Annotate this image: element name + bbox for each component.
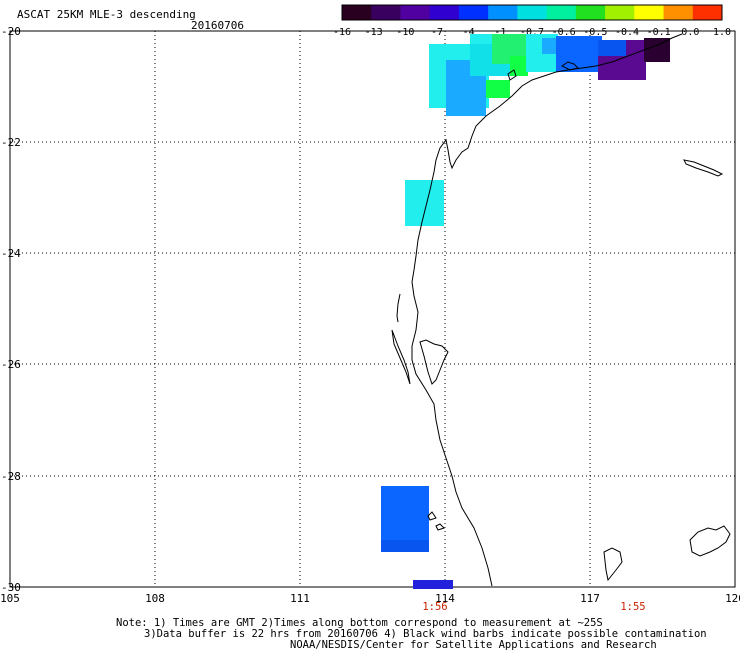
colorbar-label: -0.1 <box>647 27 671 38</box>
lon-label: 111 <box>290 592 310 605</box>
colorbar-swatch <box>458 5 489 20</box>
product-title: ASCAT 25KM MLE-3 descending <box>17 8 196 21</box>
pass-time-label: 1:56 <box>422 601 447 613</box>
lat-label: -22 <box>1 136 21 149</box>
swath-cell <box>626 40 644 60</box>
colorbar-label: 0.0 <box>681 27 699 38</box>
coastline <box>391 33 731 587</box>
colorbar-swatch <box>634 5 665 20</box>
colorbar-label: 1.0 <box>713 27 731 38</box>
colorbar-swatch <box>429 5 460 20</box>
lat-label: -24 <box>1 247 21 260</box>
colorbar-label: -10 <box>396 27 414 38</box>
colorbar-swatch <box>692 5 723 20</box>
swath-cell <box>644 38 670 62</box>
product-date: 20160706 <box>191 19 244 32</box>
map-frame <box>9 30 736 588</box>
note-line-2: 3)Data buffer is 22 hrs from 20160706 4)… <box>144 628 707 640</box>
colorbar: -16 -13 -10 -7 -4 -1 -0.7 -0.6 -0.5 -0.4 -0.1 0.0 1.… <box>333 4 731 38</box>
colorbar-swatch <box>546 5 577 20</box>
swath-cell <box>510 56 528 76</box>
colorbar-label: -0.7 <box>520 27 544 38</box>
colorbar-swatch <box>371 5 401 20</box>
note-line-3: NOAA/NESDIS/Center for Satellite Applica… <box>290 639 657 651</box>
colorbar-swatch <box>605 5 635 20</box>
colorbar-swatch <box>663 5 694 20</box>
colorbar-swatch <box>342 5 372 20</box>
colorbar-swatch <box>517 5 548 20</box>
swath-cell <box>542 38 560 54</box>
colorbar-label: -0.6 <box>552 27 576 38</box>
colorbar-label: -7 <box>431 27 443 38</box>
lat-label: -20 <box>1 25 21 38</box>
swath-cell <box>486 80 510 98</box>
colorbar-label: -16 <box>333 27 351 38</box>
colorbar-label: -0.4 <box>615 27 639 38</box>
lat-label: -26 <box>1 358 21 371</box>
graticule <box>10 31 735 587</box>
wind-swaths <box>381 34 670 589</box>
colorbar-label: -13 <box>365 27 383 38</box>
axis-labels: 105 108 111 114 117 120 -20 -22 -24 -26 -28 -30 1:56… <box>0 25 740 613</box>
lon-label: 120 <box>725 592 740 605</box>
swath-cell <box>413 580 453 589</box>
colorbar-label: -4 <box>463 27 475 38</box>
swath-cell <box>405 180 444 226</box>
lon-label: 114 <box>435 592 455 605</box>
colorbar-swatch <box>488 5 518 20</box>
lon-label: 105 <box>0 592 20 605</box>
swath-cell <box>470 34 492 44</box>
colorbar-swatch <box>575 5 606 20</box>
lat-label: -30 <box>1 581 21 594</box>
colorbar-swatch <box>400 5 431 20</box>
lon-label: 117 <box>580 592 600 605</box>
pass-time-label: 1:55 <box>620 601 645 613</box>
swath-cell <box>381 540 429 552</box>
colorbar-label: -0.5 <box>583 27 607 38</box>
note-line-1: Note: 1) Times are GMT 2)Times along bot… <box>116 617 603 629</box>
colorbar-label: -1 <box>494 27 506 38</box>
lon-label: 108 <box>145 592 165 605</box>
lat-label: -28 <box>1 470 21 483</box>
colorbar-frame <box>341 4 723 21</box>
